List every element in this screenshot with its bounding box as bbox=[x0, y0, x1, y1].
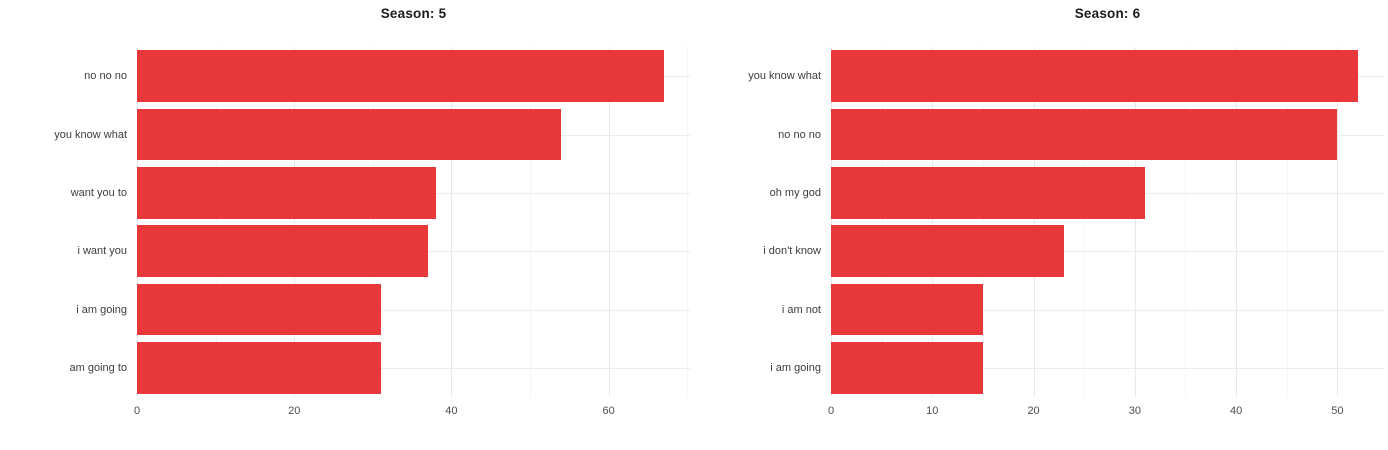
category-label-no-no-no: no no no bbox=[84, 70, 127, 83]
bar-you-know-what bbox=[831, 50, 1358, 102]
category-label-oh-my-god: oh my god bbox=[769, 186, 821, 199]
plot-area-season-6: 0 10 20 30 40 50 you know what no no no oh my go… bbox=[748, 47, 1384, 417]
gridline-x-0 bbox=[137, 47, 138, 397]
x-tick-label-20: 20 bbox=[1027, 405, 1040, 417]
gridline-x-10 bbox=[932, 47, 934, 397]
chart-panel-season-6: Season: 6 0 10 20 30 40 50 you know what no no … bbox=[694, 0, 1388, 450]
x-tick-label-40: 40 bbox=[1230, 405, 1243, 417]
gridline-y-i-am-not bbox=[831, 309, 1384, 311]
bar-oh-my-god bbox=[831, 167, 1145, 219]
gridline-x-minor-70 bbox=[687, 47, 689, 397]
bar-no-no-no bbox=[137, 50, 664, 102]
category-label-no-no-no: no no no bbox=[778, 128, 821, 141]
x-tick-label-10: 10 bbox=[926, 405, 939, 417]
category-label-you-know-what: you know what bbox=[54, 128, 127, 141]
bar-i-am-going bbox=[137, 283, 381, 336]
gridline-y-am-going-to bbox=[137, 367, 690, 369]
bar-i-am-going bbox=[831, 342, 983, 394]
category-label-i-am-going: i am going bbox=[76, 303, 127, 316]
gridline-x-minor-10 bbox=[215, 47, 217, 397]
gridline-x-40 bbox=[451, 47, 453, 397]
gridline-x-minor-5 bbox=[881, 47, 883, 397]
gridline-x-minor-45 bbox=[1286, 47, 1288, 397]
gridline-x-minor-35 bbox=[1185, 47, 1187, 397]
bar-no-no-no bbox=[831, 108, 1338, 161]
gridline-y-i-am-going bbox=[831, 367, 1384, 369]
chart-title-season-6: Season: 6 bbox=[1074, 6, 1141, 21]
bar-i-don-t-know bbox=[831, 225, 1064, 277]
gridline-x-40 bbox=[1236, 47, 1238, 397]
category-label-i-am-going: i am going bbox=[770, 361, 821, 374]
gridline-x-20 bbox=[1033, 47, 1035, 397]
x-tick-label-0: 0 bbox=[133, 405, 141, 417]
gridline-x-30 bbox=[1134, 47, 1136, 397]
category-label-i-am-not: i am not bbox=[781, 303, 821, 316]
x-tick-label-50: 50 bbox=[1331, 405, 1344, 417]
x-tick-label-30: 30 bbox=[1128, 405, 1141, 417]
gridline-x-minor-25 bbox=[1084, 47, 1086, 397]
bar-am-going-to bbox=[137, 342, 381, 394]
bar-want-you-to bbox=[137, 167, 436, 219]
plot-area-season-5: 0 20 40 60 no no no you know what want you to i… bbox=[54, 47, 690, 417]
chart-panel-season-5: Season: 5 0 20 40 60 no no no you know what wa… bbox=[54, 6, 690, 417]
x-tick-label-60: 60 bbox=[602, 405, 615, 417]
x-tick-label-0: 0 bbox=[827, 405, 835, 417]
gridline-y-i-am-going bbox=[137, 309, 690, 311]
gridline-x-minor-30 bbox=[372, 47, 374, 397]
gridline-y-i-don-t-know bbox=[831, 251, 1384, 253]
bar-i-am-not bbox=[831, 283, 983, 336]
category-label-am-going-to: am going to bbox=[69, 361, 127, 374]
category-label-i-don-t-know: i don't know bbox=[763, 245, 821, 258]
gridline-x-20 bbox=[294, 47, 296, 397]
gridline-x-minor-50 bbox=[530, 47, 532, 397]
gridline-x-0 bbox=[831, 47, 832, 397]
gridline-x-60 bbox=[608, 47, 610, 397]
bar-i-want-you bbox=[137, 225, 428, 277]
bar-you-know-what bbox=[137, 108, 562, 161]
category-label-want-you-to: want you to bbox=[70, 186, 127, 199]
gridline-x-50 bbox=[1337, 47, 1339, 397]
x-tick-label-20: 20 bbox=[288, 405, 301, 417]
category-label-you-know-what: you know what bbox=[748, 70, 821, 83]
chart-title-season-5: Season: 5 bbox=[380, 6, 447, 21]
gridline-x-minor-15 bbox=[982, 47, 984, 397]
x-tick-label-40: 40 bbox=[445, 405, 458, 417]
category-label-i-want-you: i want you bbox=[77, 245, 127, 258]
